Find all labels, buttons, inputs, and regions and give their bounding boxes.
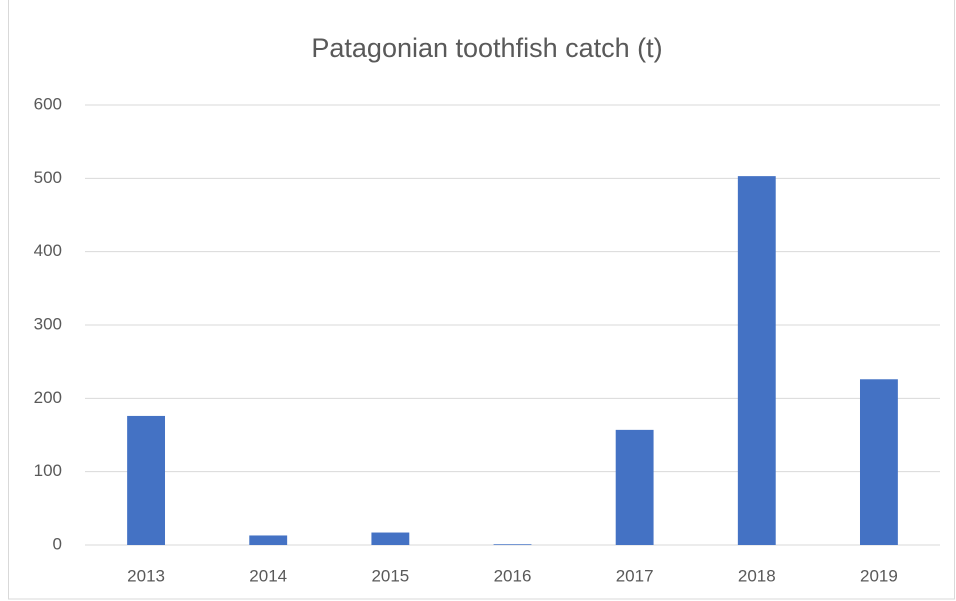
bar xyxy=(249,535,288,545)
x-tick-label: 2019 xyxy=(860,566,898,585)
y-tick-label: 400 xyxy=(34,241,62,260)
bar xyxy=(737,176,776,545)
bar xyxy=(371,532,410,545)
chart-frame xyxy=(8,0,955,600)
x-tick-label: 2014 xyxy=(249,566,287,585)
bar xyxy=(127,415,166,545)
x-tick-label: 2013 xyxy=(127,566,165,585)
y-tick-label: 100 xyxy=(34,461,62,480)
x-tick-label: 2015 xyxy=(371,566,409,585)
y-tick-label: 300 xyxy=(34,314,62,333)
x-tick-label: 2017 xyxy=(616,566,654,585)
x-tick-label: 2016 xyxy=(494,566,532,585)
y-tick-label: 500 xyxy=(34,168,62,187)
y-tick-label: 0 xyxy=(53,534,62,553)
y-tick-label: 200 xyxy=(34,388,62,407)
bar xyxy=(859,379,898,545)
bar xyxy=(493,544,532,545)
chart-title: Patagonian toothfish catch (t) xyxy=(311,33,662,63)
y-tick-label: 600 xyxy=(34,94,62,113)
x-tick-label: 2018 xyxy=(738,566,776,585)
bar xyxy=(615,429,654,545)
